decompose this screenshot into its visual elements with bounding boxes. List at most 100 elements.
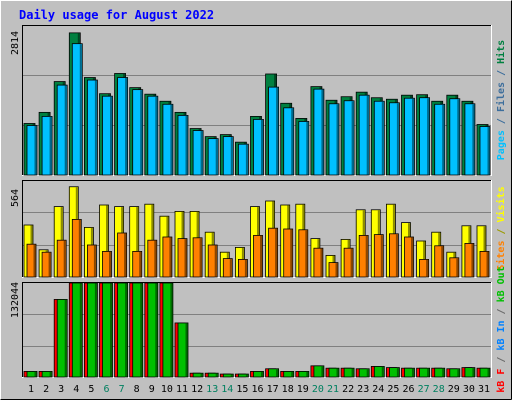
bar-shade — [351, 101, 354, 175]
x-tick-label: 2 — [43, 384, 49, 395]
bar-shade — [170, 283, 173, 377]
bar-shade — [245, 144, 248, 175]
bar — [388, 367, 400, 378]
bar-shade — [63, 240, 66, 277]
bar — [298, 229, 309, 278]
bar-shade — [456, 258, 459, 277]
bar-shade — [33, 244, 36, 277]
bar — [56, 84, 68, 176]
bar-shade — [471, 243, 474, 277]
legend-part: kB Out — [496, 266, 507, 302]
bar-shade — [396, 103, 399, 175]
x-tick-label: 16 — [251, 384, 263, 395]
x-tick-label: 14 — [221, 384, 233, 395]
bar — [26, 243, 37, 278]
right-legend-label: Pages / Files / Hits — [495, 40, 507, 160]
bar — [464, 242, 475, 278]
panel-kbytes: 132044 kB F / kB In / kB Out — [10, 266, 507, 392]
bar-shade — [365, 235, 368, 277]
bar — [313, 88, 325, 176]
bar-shade — [79, 44, 82, 175]
bar — [313, 365, 325, 378]
bar — [71, 218, 82, 278]
bar — [464, 103, 476, 176]
bar — [147, 239, 158, 278]
bar — [434, 245, 445, 278]
legend-part: / — [496, 302, 507, 320]
bar-shade — [49, 116, 52, 175]
bar — [328, 103, 340, 176]
bar — [419, 367, 431, 378]
bar — [87, 244, 97, 278]
bar-shade — [335, 263, 338, 277]
y-max-label: 2814 — [10, 31, 21, 55]
bar-shade — [321, 366, 324, 377]
x-tick-label: 31 — [478, 384, 490, 395]
bar-shade — [412, 98, 414, 175]
bar-shade — [245, 374, 248, 377]
bar — [26, 125, 38, 176]
bar — [192, 237, 203, 278]
x-tick-label: 7 — [119, 384, 125, 395]
bar — [237, 143, 249, 176]
legend-part: / — [496, 351, 507, 369]
bar-shade — [350, 248, 353, 277]
bar-shade — [276, 87, 279, 175]
bar — [373, 100, 385, 176]
x-tick-label: 10 — [161, 384, 173, 395]
bar — [192, 372, 204, 378]
bar-shade — [320, 248, 323, 277]
bar-shade — [487, 127, 490, 175]
x-tick-label: 22 — [342, 384, 354, 395]
bar — [313, 247, 324, 278]
bar — [268, 227, 279, 278]
bar-shade — [457, 99, 460, 175]
x-tick-label: 20 — [312, 384, 324, 395]
bar — [222, 258, 233, 278]
bar-shade — [396, 368, 399, 377]
bar — [147, 282, 159, 378]
bar-shade — [106, 205, 108, 277]
bar — [102, 250, 112, 278]
bar-shade — [411, 237, 413, 277]
x-tick-label: 12 — [191, 384, 203, 395]
bar — [117, 282, 128, 378]
bar-shade — [442, 368, 445, 377]
bar-shade — [154, 240, 157, 277]
bar — [283, 228, 294, 278]
series-pages — [26, 43, 491, 176]
x-tick-label: 21 — [327, 384, 339, 395]
bar — [268, 86, 280, 176]
bar — [404, 236, 414, 278]
bar-shade — [125, 78, 128, 175]
right-legend-label: kB F / kB In / kB Out — [496, 266, 507, 392]
bar — [132, 250, 143, 278]
x-tick-label: 18 — [282, 384, 294, 395]
bar — [162, 103, 174, 176]
legend-part: kB F — [496, 369, 507, 393]
bar-shade — [230, 374, 233, 377]
bar-shade — [185, 323, 188, 377]
bar — [147, 95, 159, 176]
bar — [237, 258, 248, 278]
bar-shade — [306, 371, 309, 377]
bar — [449, 257, 460, 278]
bar — [41, 116, 53, 176]
bar-shade — [169, 237, 172, 277]
bar-shade — [261, 119, 263, 175]
bar — [117, 232, 127, 278]
x-tick-label: 28 — [433, 384, 445, 395]
bar — [419, 258, 430, 278]
bar-shade — [321, 89, 324, 175]
bar — [343, 100, 355, 176]
bar — [56, 299, 68, 378]
series-sites — [26, 218, 490, 278]
bar-shade — [336, 368, 339, 377]
legend-part: Visits — [495, 186, 507, 222]
x-tick-label: 24 — [372, 384, 384, 395]
bar-shade — [109, 251, 111, 277]
bar — [87, 79, 98, 176]
bar — [404, 97, 415, 176]
bar-shade — [64, 299, 67, 377]
x-tick-label: 1 — [28, 384, 34, 395]
